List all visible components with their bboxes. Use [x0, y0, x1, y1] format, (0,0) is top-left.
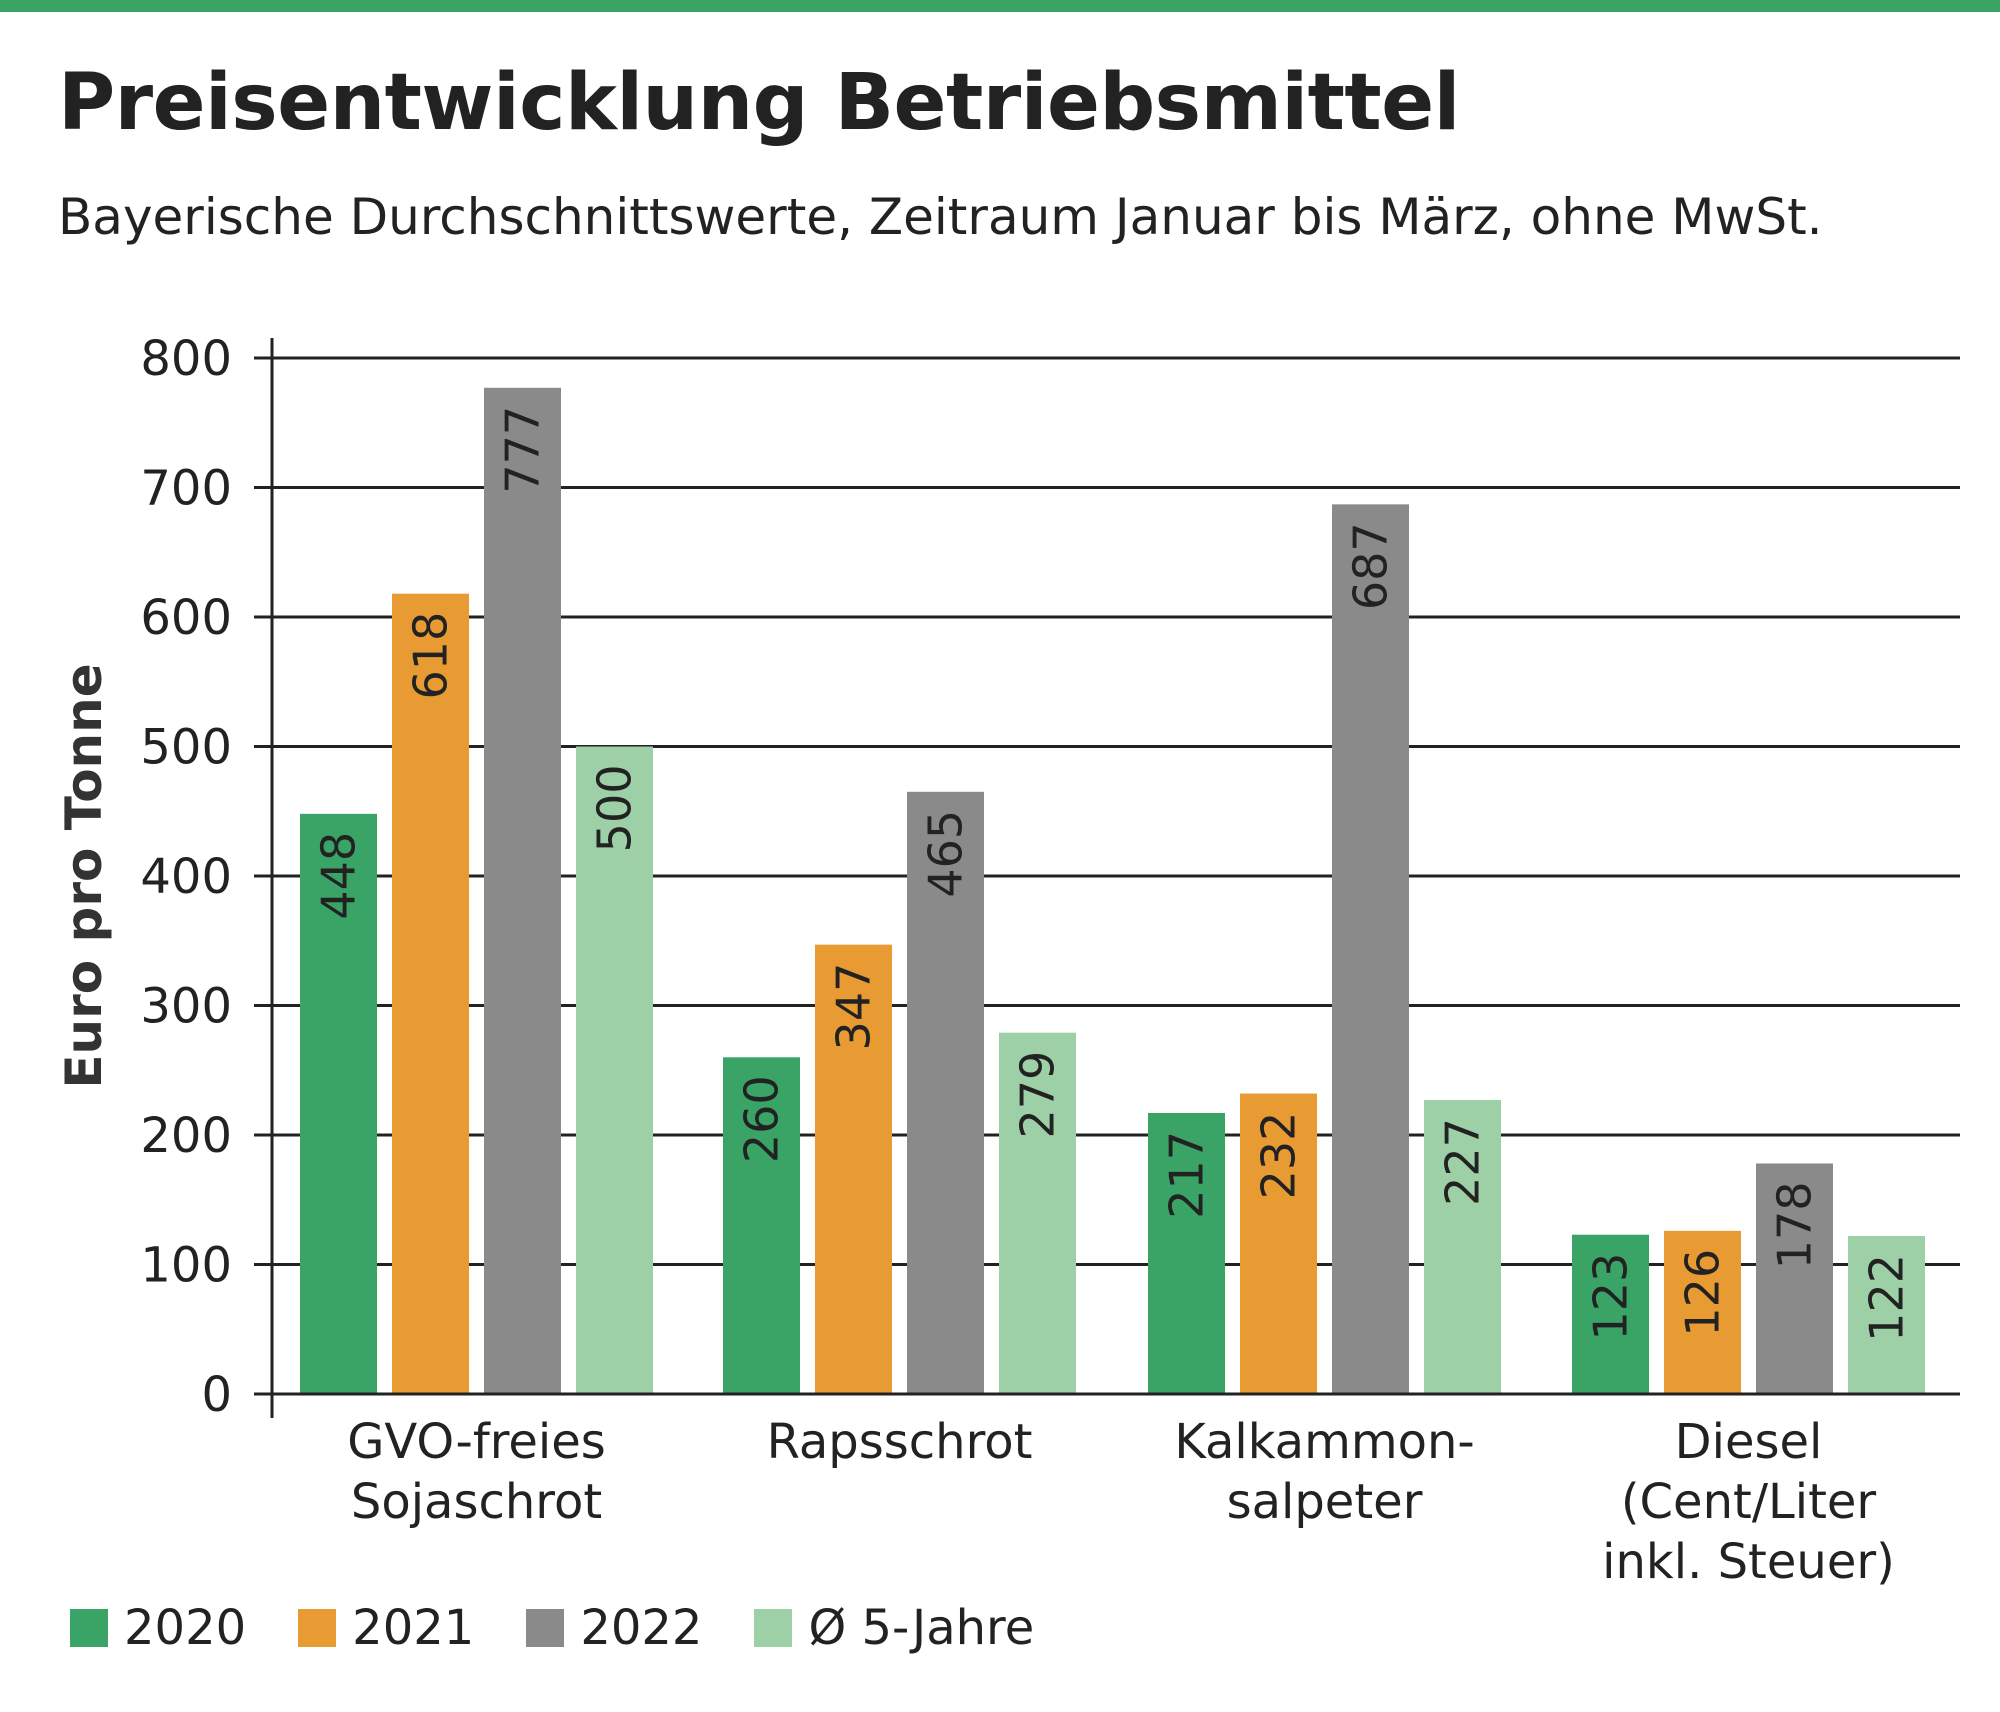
bar — [1664, 1230, 1741, 1394]
bar — [999, 1032, 1076, 1394]
bar-value-label: 465 — [919, 810, 973, 898]
y-tick-label: 0 — [201, 1367, 232, 1423]
x-category-label: Kalkammon- — [1174, 1414, 1474, 1470]
legend-item: 2020 — [70, 1600, 246, 1656]
bar — [484, 387, 561, 1394]
legend-item: 2022 — [526, 1600, 702, 1656]
bar-value-label: 227 — [1436, 1118, 1490, 1206]
legend-swatch — [298, 1609, 337, 1647]
x-category-label: salpeter — [1227, 1474, 1423, 1530]
x-category-label: Diesel — [1675, 1414, 1823, 1470]
chart-title: Preisentwicklung Betriebsmittel — [58, 58, 1460, 148]
bar-value-label: 279 — [1011, 1051, 1065, 1139]
legend-item: 2021 — [298, 1600, 474, 1656]
y-tick-label: 500 — [140, 720, 232, 776]
chart-subtitle: Bayerische Durchschnittswerte, Zeitraum … — [58, 188, 1823, 246]
y-axis-label: Euro pro Tonne — [55, 663, 113, 1088]
bar — [1148, 1112, 1225, 1394]
axes — [254, 338, 1960, 1418]
legend-item: Ø 5-Jahre — [754, 1600, 1034, 1656]
bar — [576, 746, 653, 1394]
x-category-label: GVO-freies — [347, 1414, 606, 1470]
y-tick-label: 800 — [140, 331, 232, 387]
labels: 0 100 200 300 400 500 600 700 800 Euro pro Tonne 4… — [55, 331, 1914, 1590]
legend: 2020 2021 2022 Ø 5-Jahre — [70, 1600, 1086, 1656]
bars — [300, 387, 1925, 1395]
y-tick-label: 200 — [140, 1108, 232, 1164]
bar-value-label: 126 — [1676, 1249, 1730, 1337]
bar — [1240, 1093, 1317, 1394]
bar — [723, 1057, 800, 1394]
bar-value-label: 178 — [1768, 1181, 1822, 1269]
x-category-label: Rapsschrot — [767, 1414, 1033, 1470]
bar — [1572, 1234, 1649, 1394]
x-category-label: Sojaschrot — [351, 1474, 602, 1530]
bar-value-label: 618 — [404, 612, 458, 700]
bar-value-label: 122 — [1860, 1254, 1914, 1342]
legend-swatch — [754, 1609, 793, 1647]
bar-value-label: 448 — [312, 832, 366, 920]
bar — [1848, 1236, 1925, 1394]
legend-swatch — [70, 1609, 108, 1647]
bar-value-label: 777 — [496, 406, 550, 494]
bar-value-label: 500 — [588, 765, 642, 853]
top-accent-bar — [0, 0, 2000, 12]
bar — [907, 791, 984, 1394]
legend-swatch — [526, 1609, 565, 1647]
bar — [1332, 504, 1409, 1395]
legend-label: 2020 — [124, 1600, 247, 1656]
legend-label: 2022 — [580, 1600, 703, 1656]
x-category-label: (Cent/Liter — [1621, 1474, 1877, 1530]
bar-value-label: 687 — [1344, 522, 1398, 610]
legend-label: Ø 5-Jahre — [808, 1600, 1035, 1656]
bar-value-label: 123 — [1584, 1253, 1638, 1341]
bar — [300, 813, 377, 1394]
y-tick-label: 100 — [140, 1238, 232, 1294]
bar — [1756, 1163, 1833, 1394]
bar — [1424, 1100, 1501, 1394]
bar-value-label: 232 — [1252, 1112, 1306, 1200]
bar-value-label: 347 — [827, 963, 881, 1051]
y-tick-label: 400 — [140, 849, 232, 905]
legend-label: 2021 — [352, 1600, 475, 1656]
bar — [392, 593, 469, 1394]
y-tick-label: 700 — [140, 461, 232, 517]
y-tick-label: 600 — [140, 590, 232, 646]
y-tick-label: 300 — [140, 979, 232, 1035]
x-category-label: inkl. Steuer) — [1602, 1534, 1895, 1590]
bar — [815, 944, 892, 1394]
bar-value-label: 260 — [735, 1075, 789, 1163]
bar-value-label: 217 — [1160, 1131, 1214, 1219]
